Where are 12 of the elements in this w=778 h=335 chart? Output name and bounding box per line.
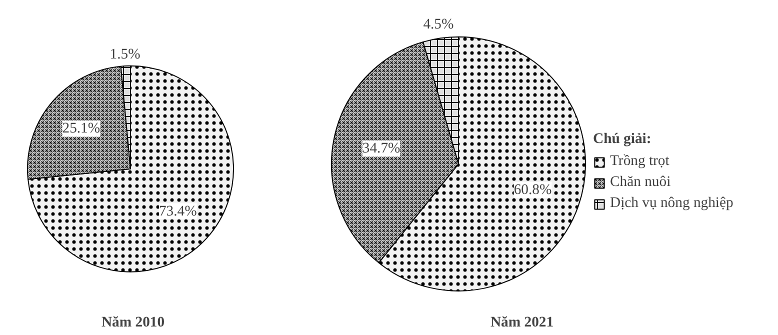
data-label: 4.5% bbox=[423, 16, 454, 32]
data-label: 73.4% bbox=[158, 203, 197, 220]
legend-label: Chăn nuôi bbox=[610, 174, 671, 191]
data-label: 60.8% bbox=[514, 182, 552, 198]
data-label: 1.5% bbox=[110, 46, 140, 63]
data-label: 34.7% bbox=[362, 140, 400, 157]
text: Năm 2021 bbox=[490, 314, 554, 330]
data-label: 25.1% bbox=[62, 120, 100, 137]
text: Năm 2010 bbox=[101, 314, 165, 330]
legend-title: Chú giải: bbox=[593, 131, 652, 148]
legend-label: Trồng trọt bbox=[610, 153, 670, 170]
legend-label: Dịch vụ nông nghiệp bbox=[610, 195, 734, 212]
